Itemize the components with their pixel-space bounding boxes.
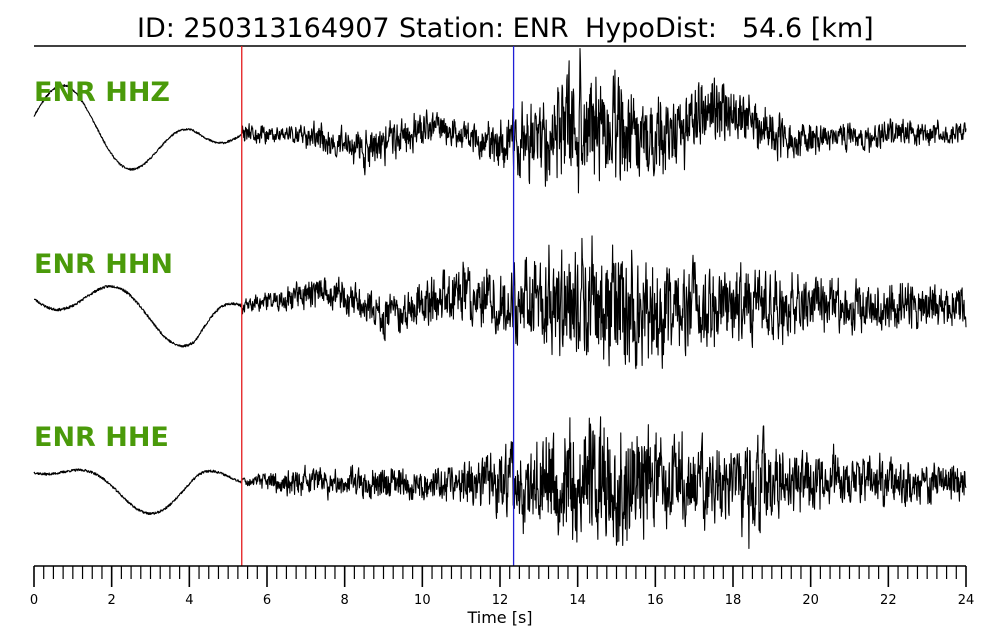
tick-label: 20 [802,593,819,608]
tick-label: 14 [569,593,586,608]
trace-label-1: ENR HHZ [34,77,170,108]
tick-label: 8 [341,593,349,608]
tick-label: 2 [108,593,116,608]
tick-label: 24 [958,593,975,608]
trace-group [33,48,967,550]
tick-label: 12 [492,593,509,608]
time-axis: 0 2 4 6 8 10 12 14 16 18 20 22 24 [30,565,975,608]
x-axis-title: Time [s] [466,608,532,627]
hypodist-value: 54.6 [km] [742,13,874,44]
tick-label: 0 [30,593,38,608]
waveform-trace-1 [33,48,967,194]
tick-label: 6 [263,593,271,608]
tick-label: 10 [414,593,431,608]
event-id-text: ID: 250313164907 [137,13,390,44]
trace-label-3: ENR HHE [34,422,169,453]
trace-label-2: ENR HHN [34,249,173,280]
station-text: Station: ENR [399,13,569,44]
tick-label: 16 [647,593,664,608]
tick-label: 18 [725,593,742,608]
phase-marker-group [241,46,515,566]
tick-label: 4 [185,593,193,608]
waveform-trace-3 [33,416,967,550]
trace-label-group: ENR HHZ ENR HHN ENR HHE [34,77,173,453]
hypodist-label: HypoDist: [585,13,717,44]
waveform-trace-2 [33,235,967,370]
tick-label: 22 [880,593,897,608]
